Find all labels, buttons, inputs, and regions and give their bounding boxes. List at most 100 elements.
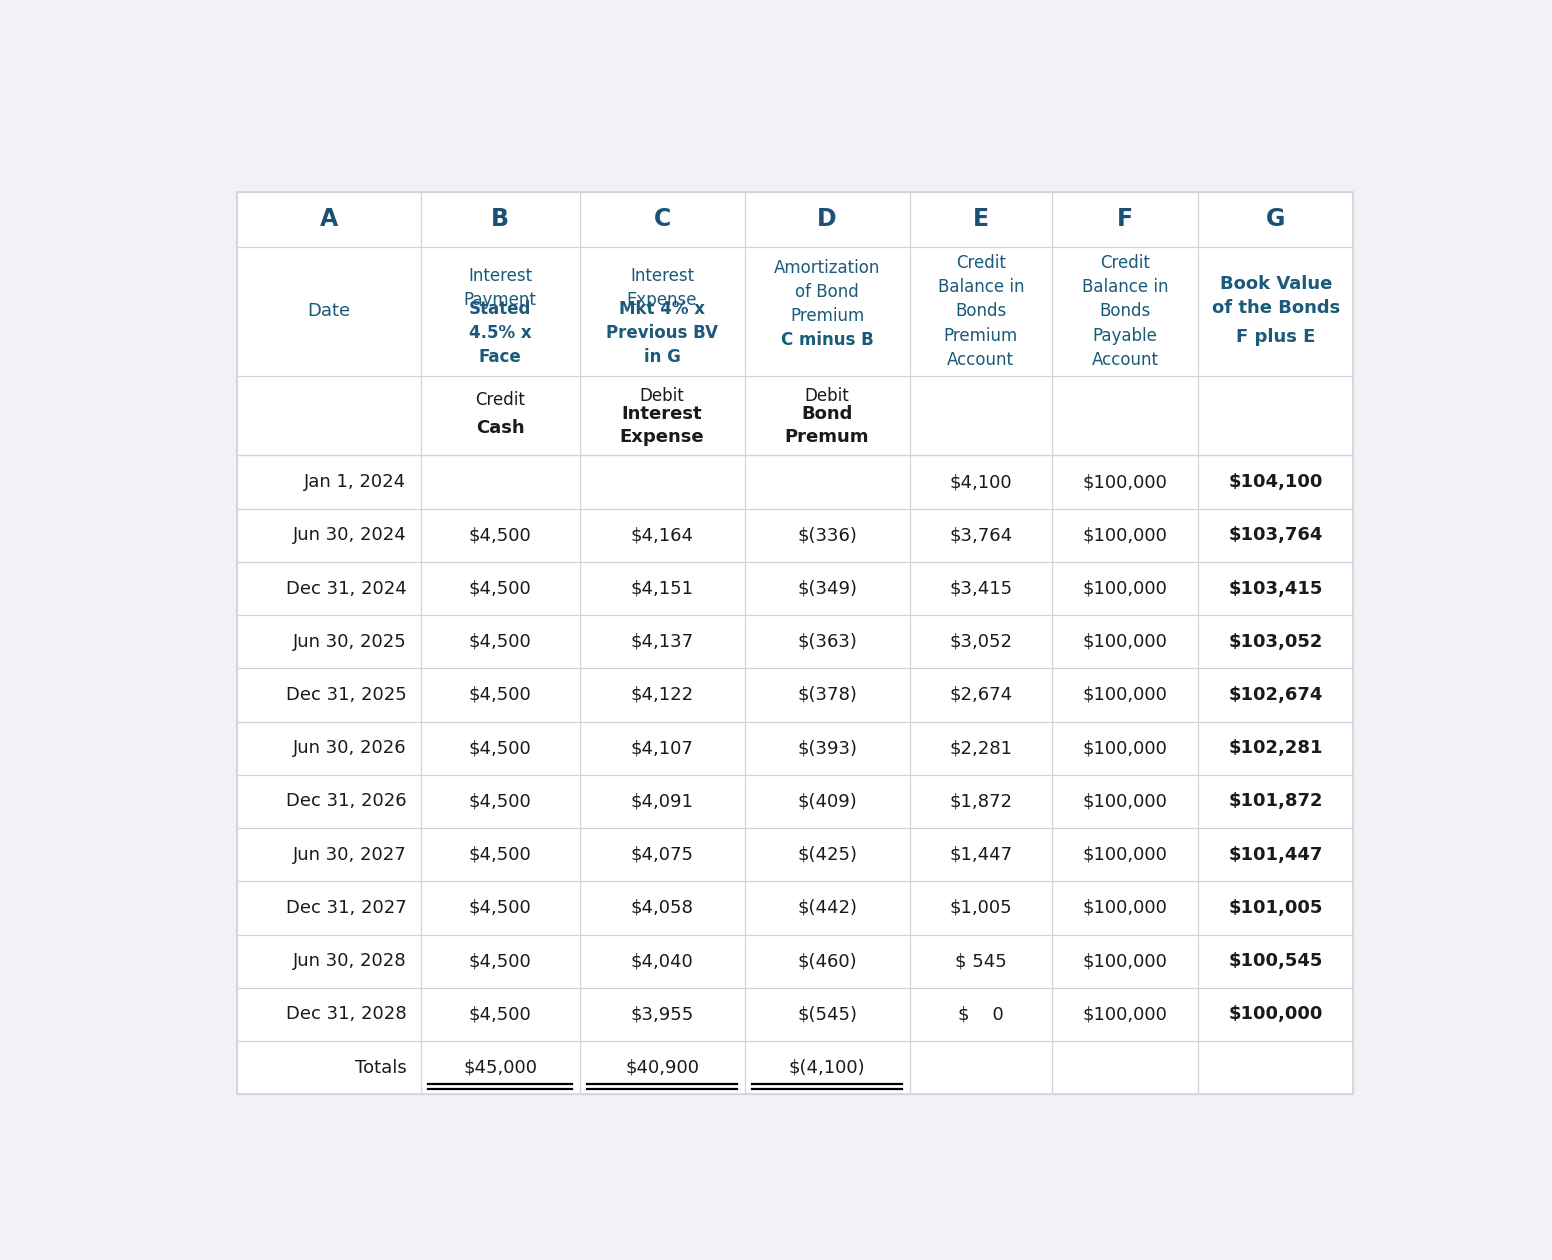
Text: Credit: Credit [475,391,525,408]
Text: $4,058: $4,058 [630,898,694,917]
Text: $100,000: $100,000 [1083,580,1167,597]
Text: $    0: $ 0 [958,1005,1004,1023]
Text: $(425): $(425) [798,845,857,863]
Text: $4,500: $4,500 [469,527,532,544]
Text: Jun 30, 2025: Jun 30, 2025 [293,633,407,650]
Text: $(378): $(378) [798,685,857,704]
Text: $100,000: $100,000 [1083,845,1167,863]
Text: $4,040: $4,040 [630,953,694,970]
Text: $100,000: $100,000 [1229,1005,1324,1023]
Text: F plus E: F plus E [1237,328,1316,347]
Text: Interest
Expense: Interest Expense [619,404,705,446]
Text: Book Value
of the Bonds: Book Value of the Bonds [1212,275,1339,316]
Text: $(460): $(460) [798,953,857,970]
Text: Dec 31, 2028: Dec 31, 2028 [286,1005,407,1023]
Text: $(545): $(545) [798,1005,857,1023]
Text: Credit
Balance in
Bonds
Premium
Account: Credit Balance in Bonds Premium Account [937,253,1024,369]
Text: $3,415: $3,415 [950,580,1012,597]
Text: $104,100: $104,100 [1229,472,1324,491]
Text: $4,091: $4,091 [630,793,694,810]
Text: $4,500: $4,500 [469,845,532,863]
Text: B: B [492,208,509,232]
Text: Totals: Totals [355,1058,407,1076]
Text: $100,545: $100,545 [1229,953,1324,970]
Text: Jun 30, 2028: Jun 30, 2028 [293,953,407,970]
Text: $100,000: $100,000 [1083,633,1167,650]
Text: Cash: Cash [476,418,525,436]
Text: $3,052: $3,052 [950,633,1012,650]
Text: Dec 31, 2026: Dec 31, 2026 [286,793,407,810]
Text: Amortization
of Bond
Premium: Amortization of Bond Premium [774,258,880,325]
Text: $4,107: $4,107 [630,740,694,757]
Text: $100,000: $100,000 [1083,1005,1167,1023]
Text: G: G [1266,208,1285,232]
FancyBboxPatch shape [237,192,1353,1094]
Text: $100,000: $100,000 [1083,953,1167,970]
Text: Credit
Balance in
Bonds
Payable
Account: Credit Balance in Bonds Payable Account [1082,253,1169,369]
Text: $4,500: $4,500 [469,793,532,810]
Text: $45,000: $45,000 [462,1058,537,1076]
Text: Debit: Debit [804,387,849,404]
Text: $100,000: $100,000 [1083,685,1167,704]
Text: $4,500: $4,500 [469,953,532,970]
Text: $4,500: $4,500 [469,685,532,704]
Text: $102,281: $102,281 [1229,740,1324,757]
Text: C minus B: C minus B [781,330,874,349]
Text: $103,764: $103,764 [1229,527,1324,544]
Text: $40,900: $40,900 [625,1058,698,1076]
Text: D: D [818,208,837,232]
Text: $4,500: $4,500 [469,898,532,917]
Text: Debit: Debit [639,387,684,404]
Text: Jan 1, 2024: Jan 1, 2024 [304,472,407,491]
Text: $4,122: $4,122 [630,685,694,704]
Text: Jun 30, 2026: Jun 30, 2026 [293,740,407,757]
Text: E: E [973,208,989,232]
Text: $2,281: $2,281 [950,740,1012,757]
Text: Jun 30, 2027: Jun 30, 2027 [293,845,407,863]
Text: Dec 31, 2024: Dec 31, 2024 [286,580,407,597]
Text: Dec 31, 2025: Dec 31, 2025 [286,685,407,704]
Text: $1,872: $1,872 [950,793,1012,810]
Text: $101,005: $101,005 [1229,898,1324,917]
Text: $1,005: $1,005 [950,898,1012,917]
Text: A: A [320,208,338,232]
Text: Stated
4.5% x
Face: Stated 4.5% x Face [469,300,531,367]
Text: $4,137: $4,137 [630,633,694,650]
Text: Jun 30, 2024: Jun 30, 2024 [293,527,407,544]
Text: Mkt 4% x
Previous BV
in G: Mkt 4% x Previous BV in G [607,300,719,367]
Text: C: C [653,208,670,232]
Text: $(349): $(349) [798,580,857,597]
Text: $1,447: $1,447 [950,845,1012,863]
Text: $101,872: $101,872 [1229,793,1324,810]
Text: $100,000: $100,000 [1083,740,1167,757]
Text: Bond
Premum: Bond Premum [785,404,869,446]
Text: $4,151: $4,151 [630,580,694,597]
Text: $(409): $(409) [798,793,857,810]
Text: $(336): $(336) [798,527,857,544]
Text: F: F [1117,208,1133,232]
Text: $(393): $(393) [798,740,857,757]
Text: $4,100: $4,100 [950,472,1012,491]
Text: Interest
Expense: Interest Expense [627,267,697,309]
Text: $4,500: $4,500 [469,1005,532,1023]
Text: $4,500: $4,500 [469,740,532,757]
Text: $101,447: $101,447 [1229,845,1324,863]
Text: $100,000: $100,000 [1083,472,1167,491]
Text: $100,000: $100,000 [1083,527,1167,544]
Text: $4,500: $4,500 [469,633,532,650]
Text: $103,052: $103,052 [1229,633,1324,650]
Text: $(363): $(363) [798,633,857,650]
Text: $4,164: $4,164 [630,527,694,544]
Text: $(4,100): $(4,100) [788,1058,866,1076]
Text: $3,764: $3,764 [950,527,1012,544]
Text: $3,955: $3,955 [630,1005,694,1023]
Text: $4,075: $4,075 [630,845,694,863]
Text: $4,500: $4,500 [469,580,532,597]
Text: $ 545: $ 545 [954,953,1007,970]
Text: Dec 31, 2027: Dec 31, 2027 [286,898,407,917]
Text: Interest
Payment: Interest Payment [464,267,537,309]
Text: $100,000: $100,000 [1083,793,1167,810]
Text: $102,674: $102,674 [1229,685,1324,704]
Text: $2,674: $2,674 [950,685,1012,704]
Text: $100,000: $100,000 [1083,898,1167,917]
